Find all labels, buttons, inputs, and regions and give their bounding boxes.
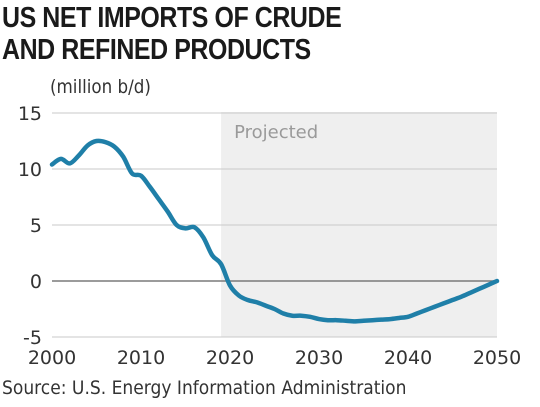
y-tick-label: 15 — [18, 103, 42, 125]
y-tick-label: -5 — [23, 327, 42, 349]
x-tick-label: 2020 — [206, 347, 254, 369]
chart-title-line-2: AND REFINED PRODUCTS — [2, 34, 311, 66]
x-tick-label: 2040 — [384, 347, 432, 369]
x-tick-label: 2050 — [473, 347, 521, 369]
y-tick-label: 0 — [30, 271, 42, 293]
x-tick-label: 2000 — [28, 347, 76, 369]
chart-title-line-1: US NET IMPORTS OF CRUDE — [2, 2, 342, 34]
source-note: Source: U.S. Energy Information Administ… — [2, 377, 407, 399]
y-tick-label: 10 — [18, 159, 42, 181]
x-tick-label: 2030 — [295, 347, 343, 369]
projected-label: Projected — [234, 122, 318, 143]
x-tick-label: 2010 — [117, 347, 165, 369]
net-imports-line — [49, 138, 500, 324]
y-axis-unit-label: (million b/d) — [50, 76, 151, 98]
chart-title: US NET IMPORTS OF CRUDE AND REFINED PROD… — [2, 2, 342, 66]
y-tick-label: 5 — [30, 215, 42, 237]
